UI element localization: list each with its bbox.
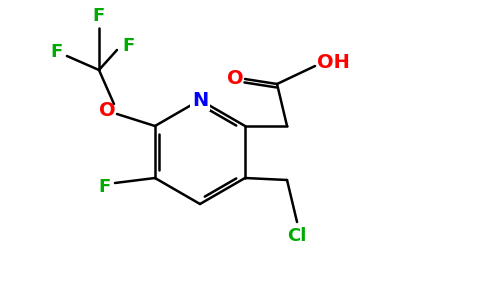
Text: N: N xyxy=(192,91,208,110)
Text: Cl: Cl xyxy=(287,227,307,245)
Text: OH: OH xyxy=(317,53,349,73)
Text: O: O xyxy=(227,70,243,88)
Text: F: F xyxy=(99,178,111,196)
Text: F: F xyxy=(51,43,63,61)
Text: O: O xyxy=(99,100,115,119)
Text: F: F xyxy=(123,37,135,55)
Text: F: F xyxy=(93,7,105,25)
